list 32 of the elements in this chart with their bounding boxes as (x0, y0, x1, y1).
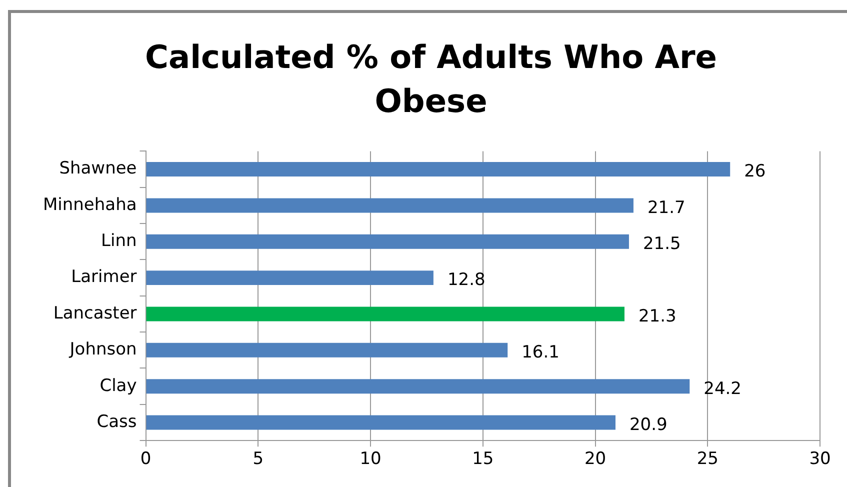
data-label: 21.7 (647, 198, 686, 218)
bar (146, 379, 690, 394)
x-tick-label: 15 (472, 449, 494, 470)
x-tick-label: 0 (140, 449, 152, 470)
data-label: 16.1 (522, 342, 560, 363)
data-label: 21.5 (642, 234, 681, 254)
data-label: 21.3 (638, 306, 676, 326)
data-label: 20.9 (629, 414, 668, 435)
x-tick-label: 25 (696, 449, 718, 470)
y-tick-label: Larimer (71, 267, 137, 288)
x-tick-label: 20 (584, 449, 606, 470)
bar (146, 270, 434, 286)
bar (146, 306, 624, 322)
y-tick-label: Minnehaha (42, 194, 137, 215)
y-tick-label: Linn (101, 231, 137, 252)
y-tick-label: Clay (100, 376, 137, 396)
x-tick-label: 30 (809, 449, 831, 470)
data-label: 24.2 (704, 378, 742, 399)
y-tick-label: Lancaster (53, 303, 137, 324)
y-tick-label: Shawnee (59, 158, 137, 179)
bar (146, 198, 634, 213)
bar (146, 162, 730, 177)
data-label: 26 (744, 162, 766, 182)
bar (146, 234, 629, 249)
y-tick-label: Johnson (68, 340, 137, 360)
bar (146, 342, 508, 358)
bar (146, 415, 616, 430)
data-label: 12.8 (447, 270, 486, 290)
chart-title: Calculated % of Adults Who Are Obese (144, 37, 718, 122)
x-tick-label: 10 (360, 449, 382, 470)
x-tick-label: 5 (252, 449, 264, 470)
y-tick-label: Cass (96, 412, 137, 432)
